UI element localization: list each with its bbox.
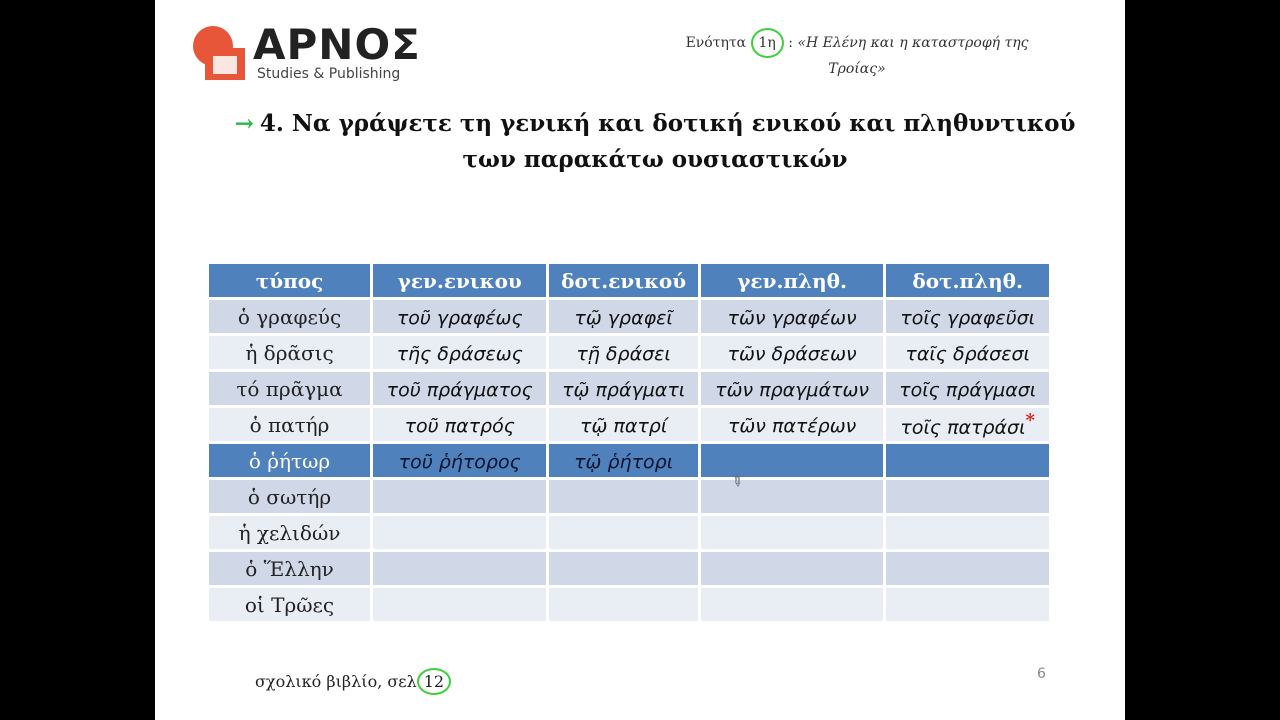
answer-cell[interactable] — [700, 516, 884, 549]
answer-cell[interactable] — [700, 444, 884, 477]
noun-cell: ὁ ῥήτωρ — [209, 444, 370, 477]
unit-label: Ενότητα — [685, 35, 747, 51]
answer-cell[interactable]: ταῖς δράσεσι — [886, 336, 1049, 369]
header-gen-pl: γεν.πληθ. — [700, 264, 884, 297]
answer-cell[interactable]: τοῖς πράγμασι — [886, 372, 1049, 405]
header-gen-sing: γεν.ενικου — [373, 264, 547, 297]
answer-cell[interactable]: τῆς δράσεως — [373, 336, 547, 369]
answer-cell[interactable] — [373, 516, 547, 549]
noun-cell: ἡ χελιδών — [209, 516, 370, 549]
question: → 4. Να γράψετε τη γενική και δοτική ενικ… — [215, 106, 1095, 178]
answer-text: ταῖς δράσεσι — [905, 342, 1030, 365]
answer-cell[interactable] — [373, 480, 547, 513]
header-type: τύπος — [209, 264, 370, 297]
logo-mark-icon — [193, 26, 245, 80]
answer-cell[interactable]: τοῦ πατρός — [373, 408, 547, 441]
noun-cell: ὁ Ἕλλην — [209, 552, 370, 585]
answer-text: τῷ πατρί — [580, 414, 668, 437]
noun-cell: ἡ δρᾶσις — [209, 336, 370, 369]
answer-text: τῶν πατέρων — [727, 414, 857, 437]
answer-cell[interactable] — [886, 444, 1049, 477]
header-dat-sing: δοτ.ενικού — [549, 264, 698, 297]
answer-cell[interactable] — [886, 480, 1049, 513]
table-row-highlighted: ὁ ῥήτωρ τοῦ ῥήτορος τῷ ῥήτορι — [209, 444, 1049, 477]
answer-cell[interactable] — [373, 552, 547, 585]
answer-text: τοῖς πράγμασι — [899, 378, 1037, 401]
answer-cell[interactable]: τοῦ ῥήτορος — [373, 444, 547, 477]
answer-cell[interactable] — [549, 480, 698, 513]
answer-text: τοῦ ῥήτορος — [398, 450, 521, 473]
table-row: ὁ γραφεύς τοῦ γραφέως τῷ γραφεῖ τῶν γραφ… — [209, 300, 1049, 333]
noun-cell: ὁ πατήρ — [209, 408, 370, 441]
answer-cell[interactable]: τῷ γραφεῖ — [549, 300, 698, 333]
answer-cell[interactable]: τῷ πράγματι — [549, 372, 698, 405]
slide-page-number: 6 — [1037, 666, 1046, 682]
declension-table: τύπος γεν.ενικου δοτ.ενικού γεν.πληθ. δο… — [206, 261, 1052, 624]
logo-name: ΑΡΝΟΣ — [253, 20, 421, 69]
unit-separator: : — [788, 35, 793, 51]
table-row: ἡ χελιδών — [209, 516, 1049, 549]
table-row: τό πρᾶγμα τοῦ πράγματος τῷ πράγματι τῶν … — [209, 372, 1049, 405]
answer-cell[interactable]: τῷ ῥήτορι — [549, 444, 698, 477]
answer-text: τοῖς γραφεῦσι — [900, 306, 1036, 329]
answer-text: τῶν δράσεων — [727, 342, 857, 365]
answer-text: τῆς δράσεως — [396, 342, 523, 365]
table-row: ὁ σωτήρ — [209, 480, 1049, 513]
answer-text: τοῖς πατράσι — [900, 416, 1026, 439]
answer-text: τῷ ῥήτορι — [574, 450, 674, 473]
star-mark: * — [1025, 410, 1035, 432]
table-row: ὁ πατήρ τοῦ πατρός τῷ πατρί τῶν πατέρων … — [209, 408, 1049, 441]
noun-cell: ὁ σωτήρ — [209, 480, 370, 513]
answer-text: τοῦ πράγματος — [386, 378, 533, 401]
answer-cell[interactable] — [549, 552, 698, 585]
unit-number: 1η — [750, 28, 784, 58]
table-header-row: τύπος γεν.ενικου δοτ.ενικού γεν.πληθ. δο… — [209, 264, 1049, 297]
footer-text: σχολικό βιβλίο, σελ — [255, 672, 417, 691]
answer-cell[interactable]: τῶν δράσεων — [700, 336, 884, 369]
answer-cell[interactable]: τῶν πραγμάτων — [700, 372, 884, 405]
answer-cell[interactable] — [886, 588, 1049, 621]
footer-reference: σχολικό βιβλίο, σελ 12 — [255, 668, 452, 695]
noun-cell: τό πρᾶγμα — [209, 372, 370, 405]
answer-cell[interactable] — [700, 480, 884, 513]
answer-cell[interactable] — [886, 516, 1049, 549]
answer-cell[interactable] — [700, 588, 884, 621]
footer-page-ref: 12 — [416, 668, 452, 695]
answer-cell[interactable] — [549, 516, 698, 549]
unit-title: «Η Ελένη και η καταστροφή της Τροίας» — [797, 35, 1029, 77]
answer-cell[interactable] — [373, 588, 547, 621]
answer-text: τῶν γραφέων — [727, 306, 857, 329]
noun-cell: οἱ Τρῶες — [209, 588, 370, 621]
answer-text: τῷ γραφεῖ — [574, 306, 673, 329]
answer-text: τοῦ πατρός — [404, 414, 515, 437]
slide: ΑΡΝΟΣ Studies & Publishing Ενότητα 1η : … — [155, 0, 1125, 720]
answer-cell[interactable]: τοῦ πράγματος — [373, 372, 547, 405]
answer-cell[interactable]: τῷ πατρί — [549, 408, 698, 441]
table-row: οἱ Τρῶες — [209, 588, 1049, 621]
answer-text: τοῦ γραφέως — [396, 306, 523, 329]
unit-header: Ενότητα 1η : «Η Ελένη και η καταστροφή τ… — [667, 28, 1047, 80]
answer-cell[interactable]: τῶν πατέρων — [700, 408, 884, 441]
table-row: ὁ Ἕλλην — [209, 552, 1049, 585]
arrow-right-icon: → — [234, 110, 254, 137]
logo-subtitle: Studies & Publishing — [257, 66, 401, 82]
answer-cell[interactable]: τοῦ γραφέως — [373, 300, 547, 333]
answer-cell[interactable] — [886, 552, 1049, 585]
answer-cell[interactable]: τοῖς γραφεῦσι — [886, 300, 1049, 333]
noun-cell: ὁ γραφεύς — [209, 300, 370, 333]
question-line-2: των παρακάτω ουσιαστικών — [462, 146, 848, 173]
header-dat-pl: δοτ.πληθ. — [886, 264, 1049, 297]
answer-text: τῶν πραγμάτων — [715, 378, 870, 401]
answer-cell[interactable]: τῇ δράσει — [549, 336, 698, 369]
table-row: ἡ δρᾶσις τῆς δράσεως τῇ δράσει τῶν δράσε… — [209, 336, 1049, 369]
answer-cell[interactable] — [549, 588, 698, 621]
answer-text: τῇ δράσει — [576, 342, 671, 365]
answer-cell[interactable] — [700, 552, 884, 585]
answer-text: τῷ πράγματι — [562, 378, 686, 401]
question-line-1: 4. Να γράψετε τη γενική και δοτική ενικο… — [259, 110, 1076, 137]
answer-cell[interactable]: τοῖς πατράσι* — [886, 408, 1049, 441]
answer-cell[interactable]: τῶν γραφέων — [700, 300, 884, 333]
logo: ΑΡΝΟΣ Studies & Publishing — [191, 22, 421, 86]
